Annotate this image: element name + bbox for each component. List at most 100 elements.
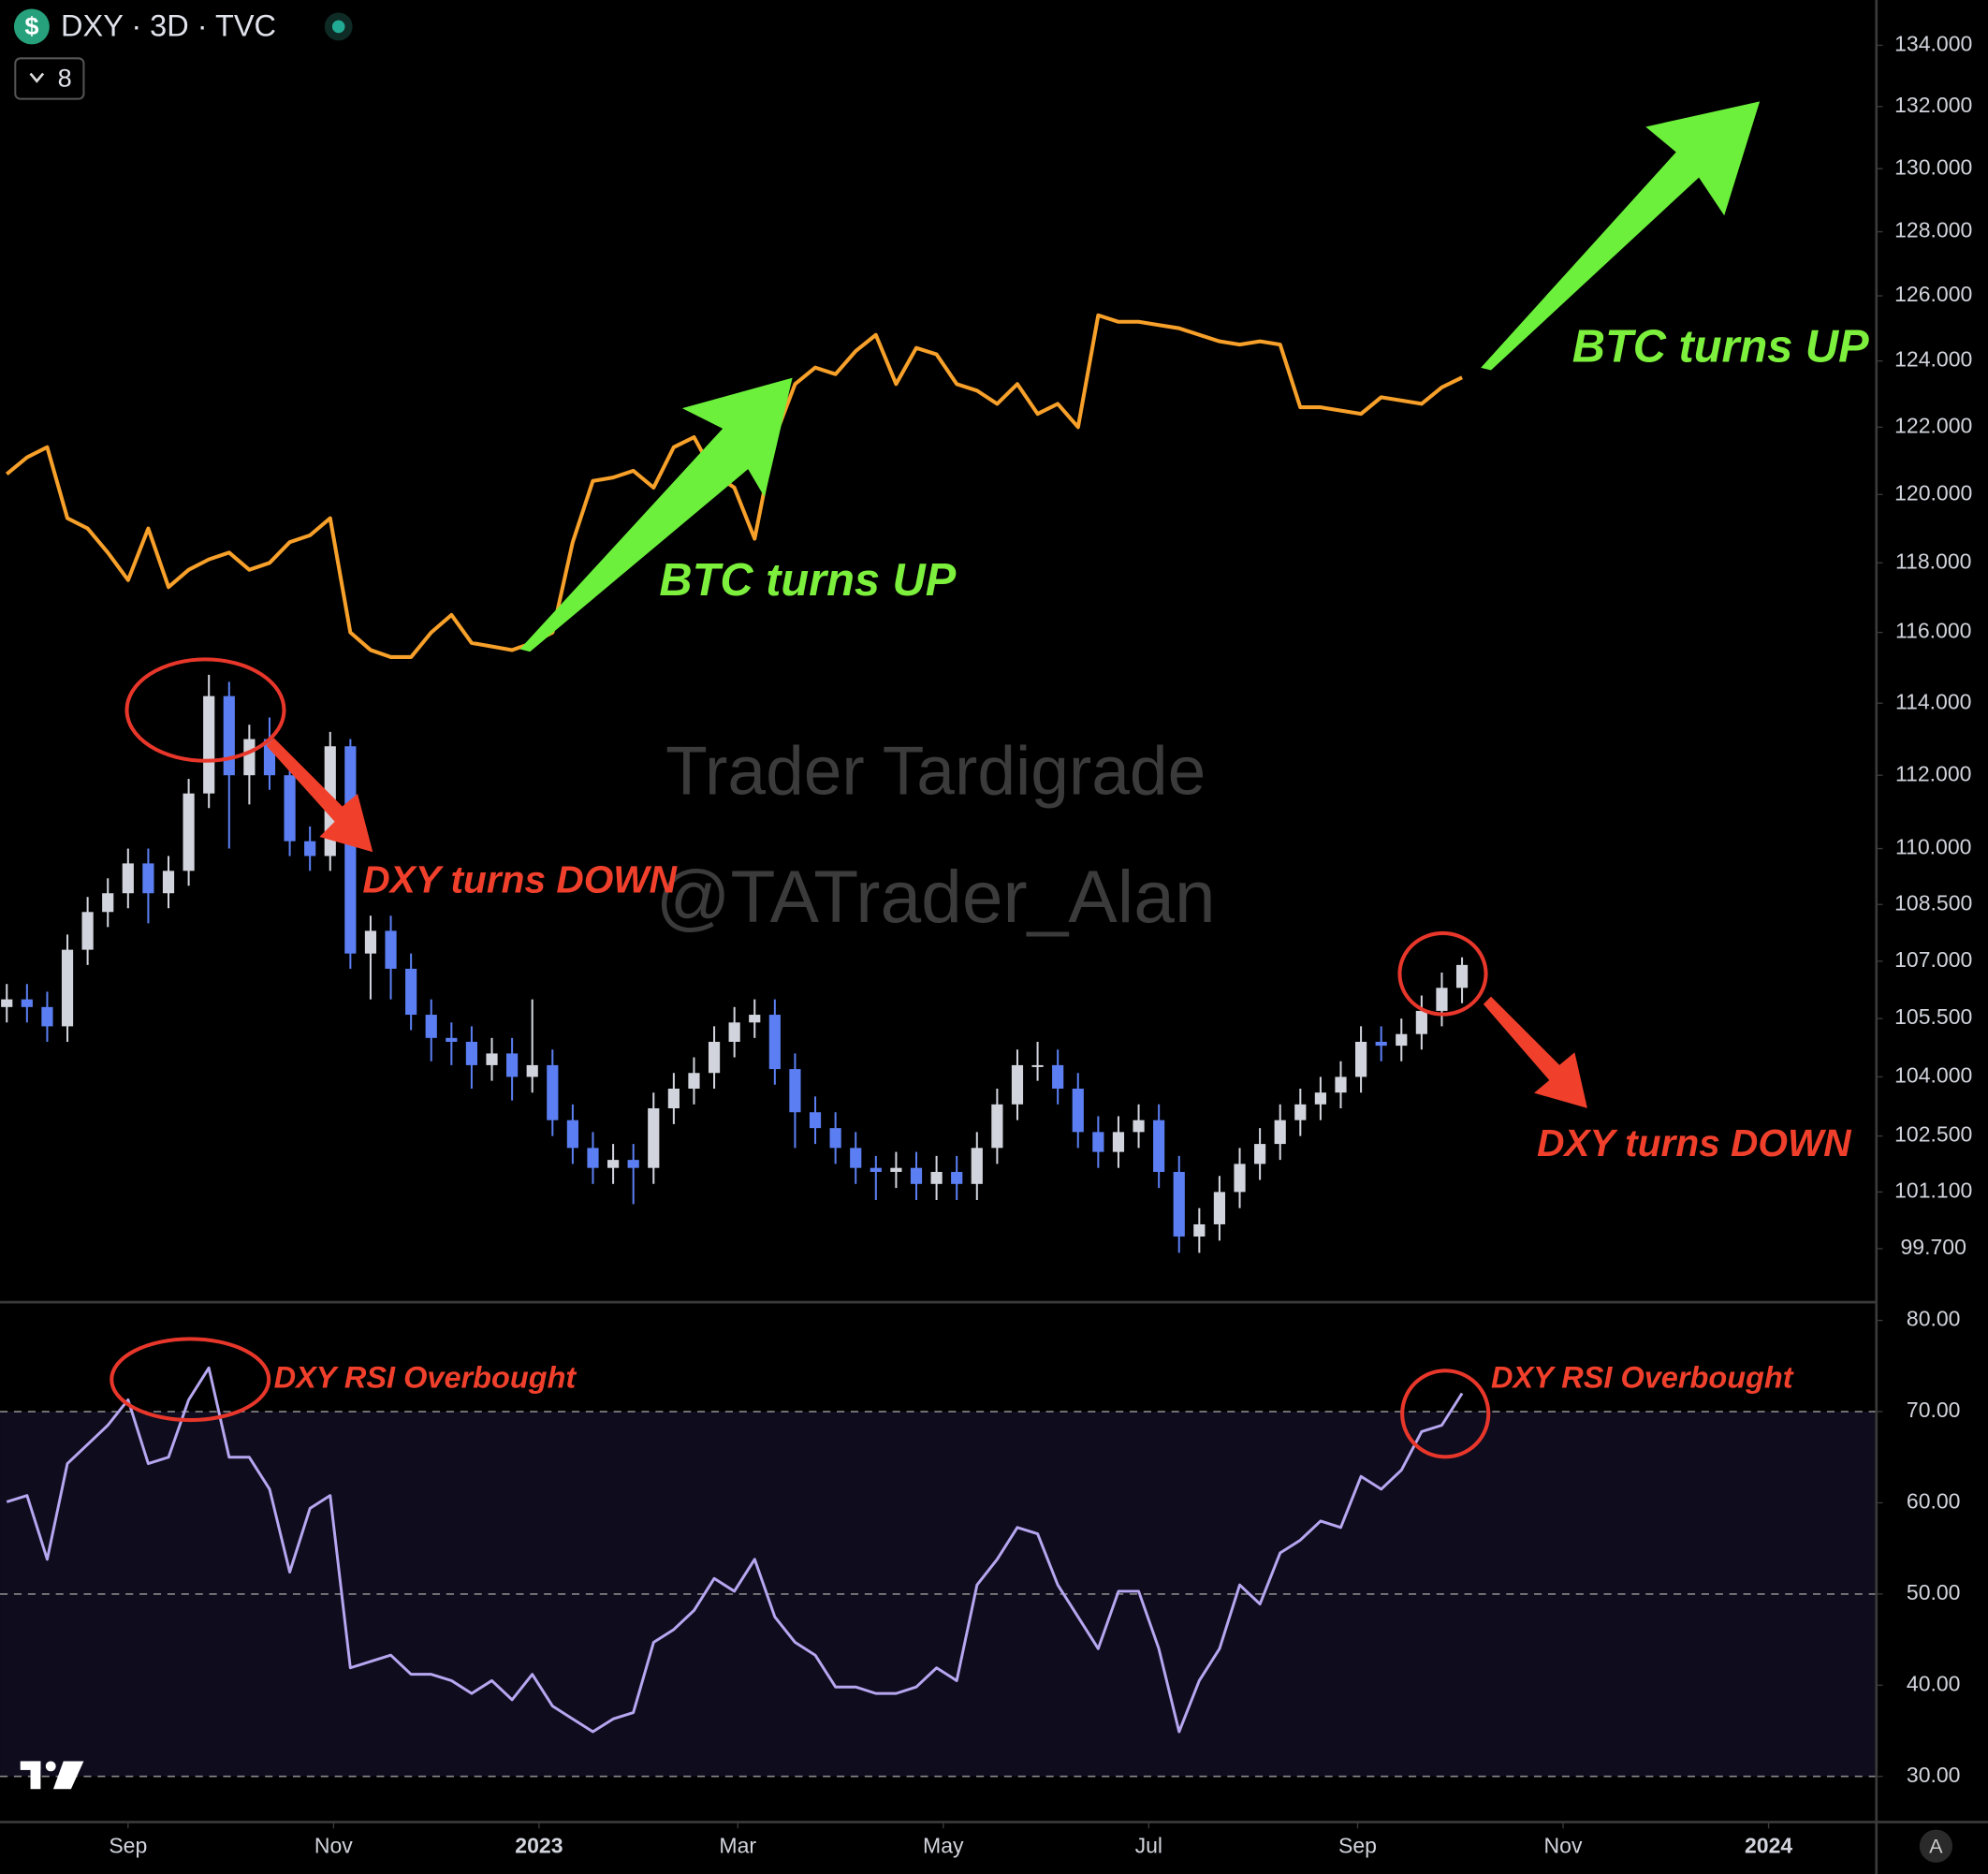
auto-scale-label: A xyxy=(1929,1834,1943,1857)
candle-body xyxy=(81,912,94,950)
y-tick-label: 108.500 xyxy=(1894,890,1972,915)
logo-part xyxy=(30,1761,41,1790)
y-tick-label: 101.100 xyxy=(1894,1178,1972,1202)
candle-body xyxy=(648,1108,660,1168)
candle-body xyxy=(607,1160,620,1168)
x-tick-label: Mar xyxy=(719,1834,756,1858)
candle-body xyxy=(526,1064,538,1077)
candle-body xyxy=(1011,1064,1024,1105)
annotation: BTC turns UP xyxy=(659,555,956,606)
candle-body xyxy=(1294,1104,1307,1120)
green-arrow xyxy=(1481,101,1761,371)
y-tick-label: 102.500 xyxy=(1894,1122,1972,1147)
auto-scale-button[interactable] xyxy=(1919,1829,1953,1863)
candle-body xyxy=(344,746,357,954)
y-tick-label: 99.700 xyxy=(1901,1235,1966,1259)
candle-body xyxy=(688,1073,700,1089)
y-tick-label: 122.000 xyxy=(1894,413,1972,437)
y-tick-label: 110.000 xyxy=(1895,835,1972,859)
highlight-circle xyxy=(1400,1369,1491,1459)
candle-body xyxy=(203,695,215,794)
candle-body xyxy=(405,968,417,1016)
candle-body xyxy=(1335,1076,1347,1093)
candle-body xyxy=(829,1128,841,1149)
y-tick-label: 130.000 xyxy=(1894,154,1972,179)
y-tick-label: 40.00 xyxy=(1907,1671,1961,1695)
candle-body xyxy=(1112,1132,1125,1152)
y-tick-label: 124.000 xyxy=(1894,347,1972,372)
indicator-toggle[interactable] xyxy=(14,57,85,100)
candle-body xyxy=(1254,1144,1266,1164)
candle-body xyxy=(1052,1064,1064,1089)
x-tick-label: May xyxy=(923,1834,964,1858)
candle-body xyxy=(1436,988,1448,1011)
candle-body xyxy=(21,999,33,1007)
candle-body xyxy=(1153,1120,1165,1172)
x-tick-label: 2024 xyxy=(1745,1834,1792,1858)
candle-body xyxy=(890,1167,902,1172)
red-arrow xyxy=(1483,996,1587,1108)
candle-body xyxy=(304,841,316,856)
tradingview-logo xyxy=(20,1761,84,1790)
candle-body xyxy=(102,893,114,913)
annotation-shapes xyxy=(110,101,1761,1459)
candle-body xyxy=(547,1064,559,1120)
annotation: DXY turns DOWN xyxy=(362,857,678,900)
y-tick-label: 118.000 xyxy=(1895,549,1972,573)
annotation: DXY RSI Overbought xyxy=(1491,1360,1794,1394)
candle-body xyxy=(789,1069,801,1113)
y-tick-label: 126.000 xyxy=(1894,282,1972,306)
candle-body xyxy=(768,1015,781,1070)
candle-body xyxy=(284,775,296,842)
watermark: Trader Tardigrade xyxy=(665,733,1206,809)
logo-part xyxy=(52,1761,84,1790)
candle-body xyxy=(1092,1132,1104,1152)
x-tick-label: Sep xyxy=(1338,1834,1377,1858)
x-tick-label: Nov xyxy=(314,1834,353,1858)
candle-body xyxy=(1031,1064,1044,1067)
candle-body xyxy=(1193,1223,1206,1237)
candle-body xyxy=(971,1148,983,1184)
rsi-line xyxy=(6,1366,1464,1734)
candle-body xyxy=(1455,964,1469,988)
candle-body xyxy=(1,999,13,1007)
candle-body xyxy=(850,1148,862,1168)
candle-body xyxy=(506,1053,519,1077)
green-arrow xyxy=(519,377,793,652)
candle-body xyxy=(1415,1010,1427,1034)
y-tick-label: 104.000 xyxy=(1894,1063,1972,1088)
indicator-count: 8 xyxy=(58,63,72,92)
candle-body xyxy=(446,1037,458,1042)
candle-body xyxy=(809,1112,822,1129)
candle-body xyxy=(122,863,134,894)
logo-part xyxy=(45,1761,56,1772)
candle-body xyxy=(667,1088,680,1109)
y-tick-label: 60.00 xyxy=(1907,1489,1961,1514)
candle-body xyxy=(385,930,397,969)
candle-body xyxy=(870,1167,882,1172)
candle-body xyxy=(991,1104,1003,1149)
candle-body xyxy=(1354,1041,1367,1077)
symbol-title[interactable]: DXY · 3D · TVC xyxy=(61,8,276,42)
candle-body xyxy=(465,1041,478,1065)
status-dot xyxy=(331,20,345,34)
highlight-circle xyxy=(124,657,286,763)
chevron-icon xyxy=(29,72,45,83)
y-tick-label: 132.000 xyxy=(1894,93,1972,117)
candle-body xyxy=(1274,1120,1286,1145)
overlay-line xyxy=(5,313,1463,659)
logo-part xyxy=(20,1761,41,1770)
candle-body xyxy=(749,1015,761,1023)
y-tick-label: 105.500 xyxy=(1894,1004,1972,1029)
annotation: BTC turns UP xyxy=(1572,322,1869,373)
y-tick-label: 112.000 xyxy=(1895,761,1972,785)
x-tick-label: Nov xyxy=(1544,1834,1583,1858)
y-tick-label: 107.000 xyxy=(1894,947,1972,972)
x-tick-label: Jul xyxy=(1135,1834,1162,1858)
candle-body xyxy=(1213,1192,1226,1224)
y-tick-label: 50.00 xyxy=(1907,1580,1961,1604)
y-tick-label: 128.000 xyxy=(1894,218,1972,242)
annotation: DXY turns DOWN xyxy=(1537,1121,1852,1164)
symbol-icon-text: $ xyxy=(24,11,38,40)
